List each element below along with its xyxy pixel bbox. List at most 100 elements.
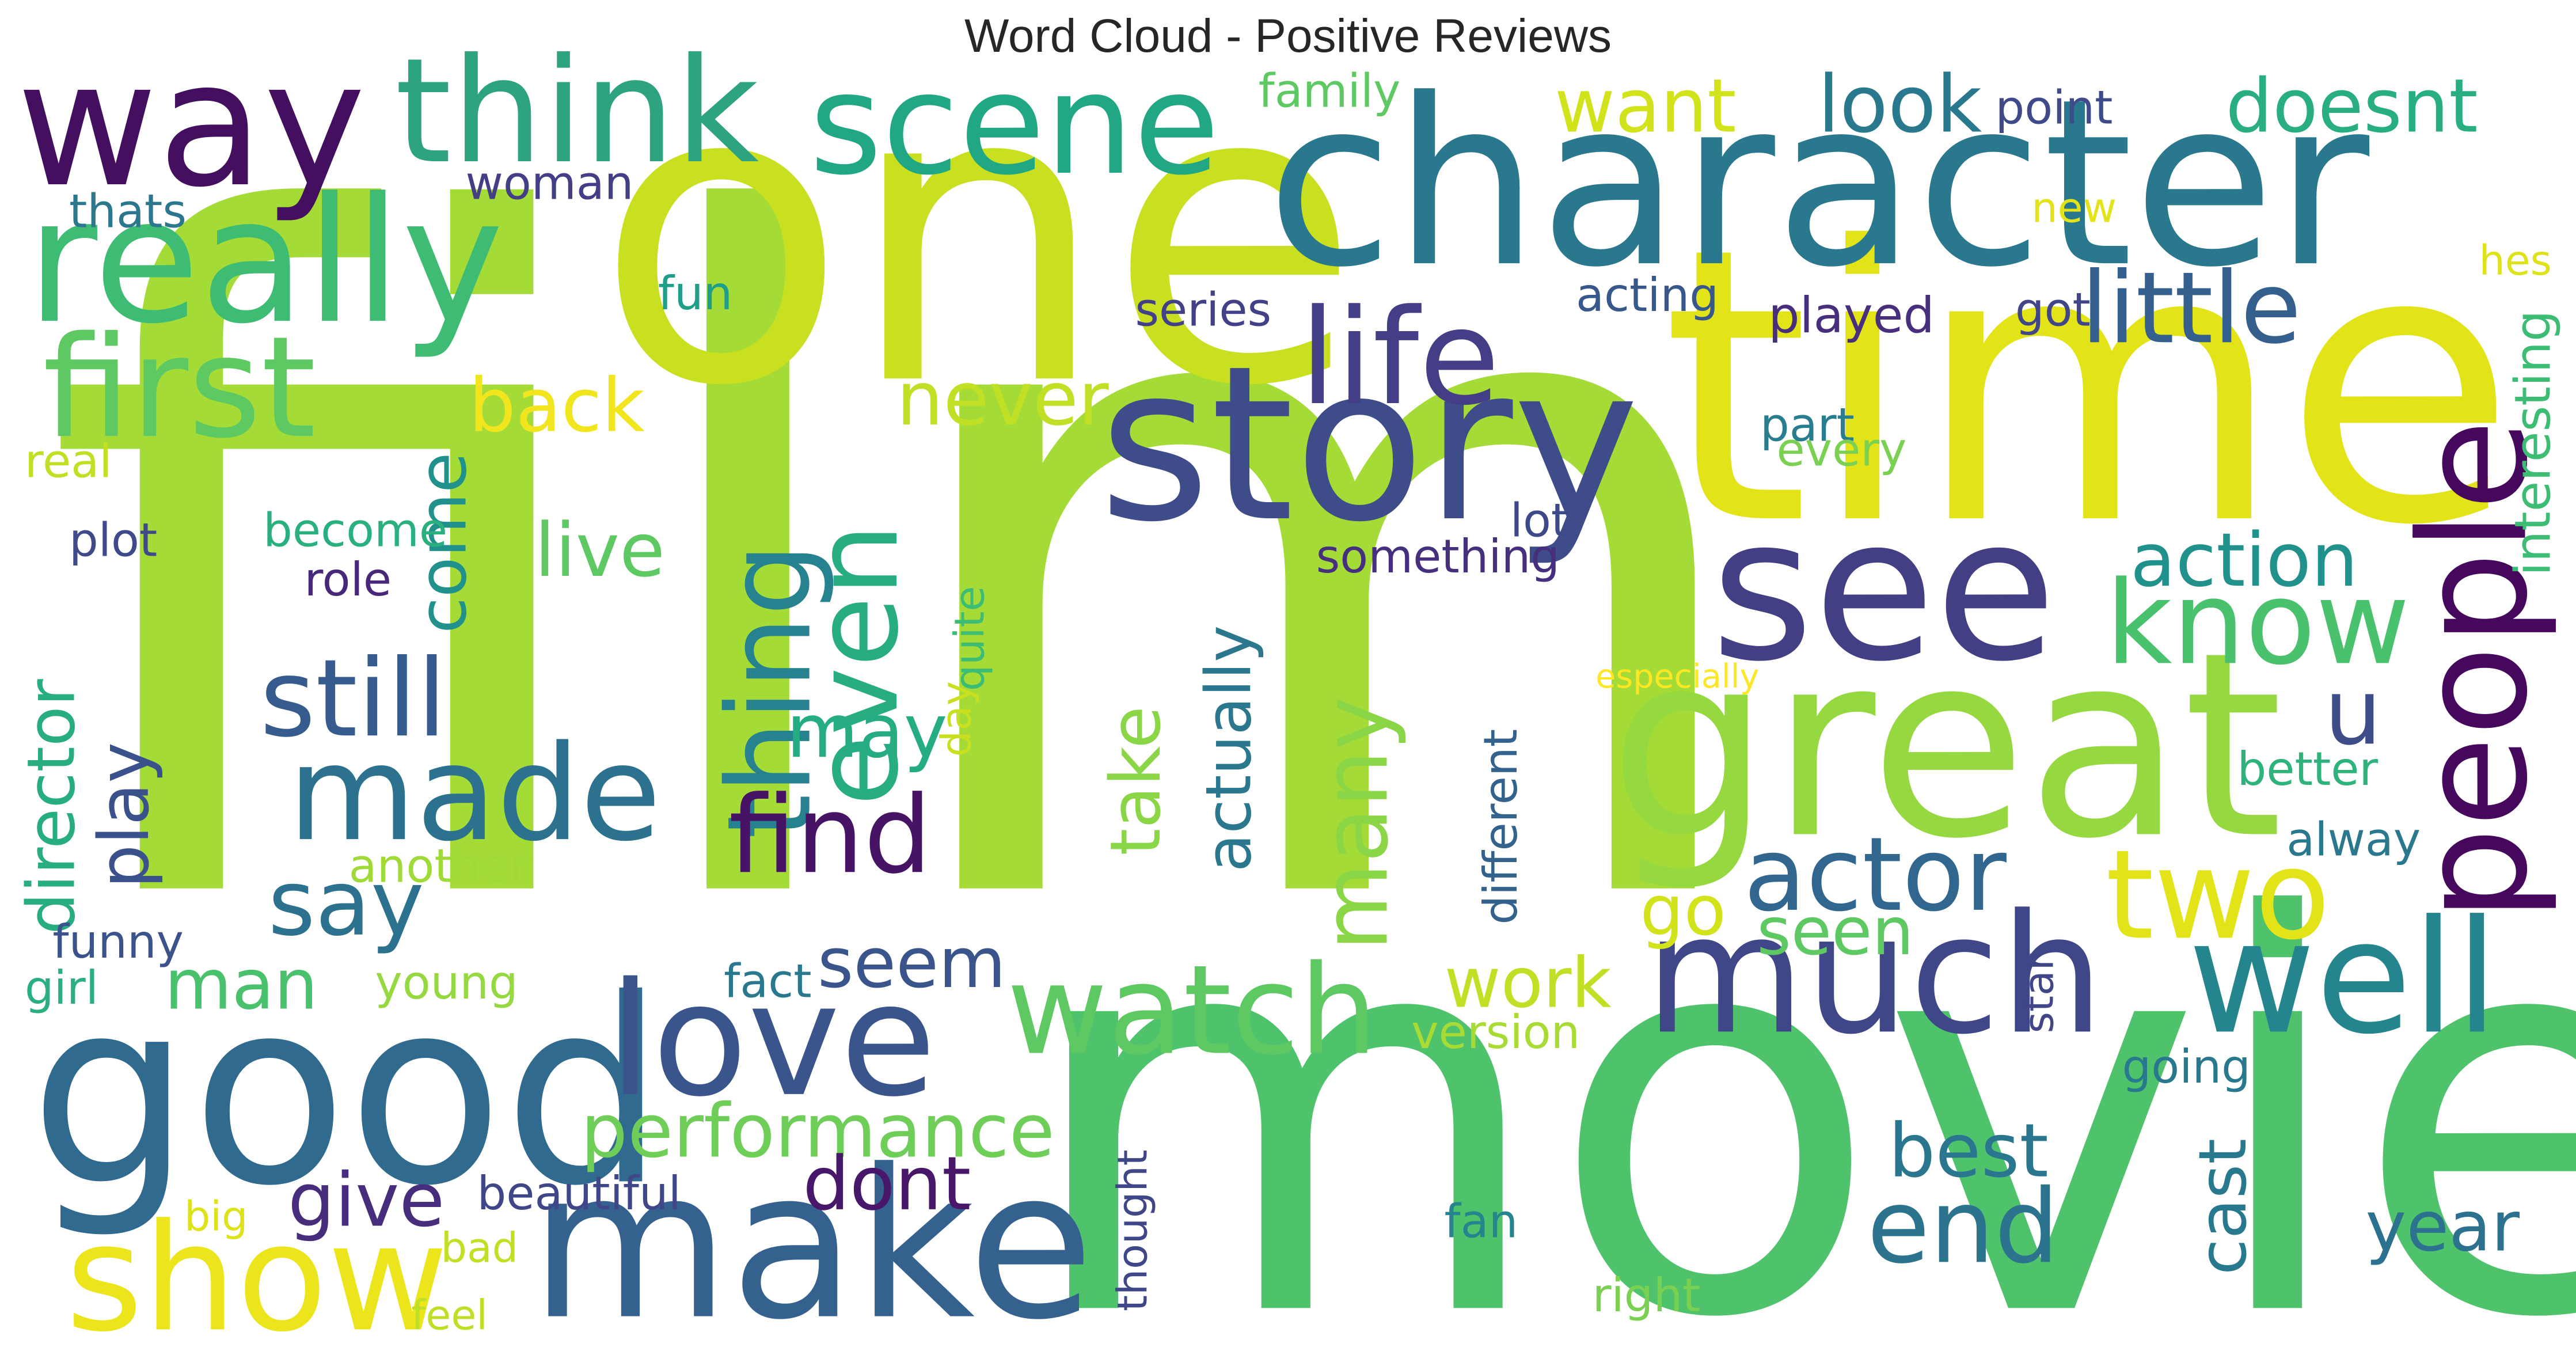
word-play: play <box>85 742 165 889</box>
word-little: little <box>2081 251 2301 366</box>
word-day: day <box>933 681 981 757</box>
word-way: way <box>17 24 366 225</box>
word-different: different <box>1474 729 1528 925</box>
word-find: find <box>729 773 932 897</box>
word-woman: woman <box>466 157 634 210</box>
word-series: series <box>1135 283 1271 337</box>
word-become: become <box>263 504 447 557</box>
word-role: role <box>305 553 392 606</box>
word-still: still <box>260 636 446 761</box>
word-work: work <box>1444 943 1612 1023</box>
word-young: young <box>375 956 518 1009</box>
word-plot: plot <box>69 514 157 567</box>
word-give: give <box>288 1157 444 1243</box>
word-say: say <box>268 851 424 957</box>
word-doesnt: doesnt <box>2226 64 2478 150</box>
word-going: going <box>2122 1040 2251 1094</box>
word-alway: alway <box>2286 813 2421 867</box>
word-year: year <box>2365 1187 2520 1267</box>
word-thought: thought <box>1108 1149 1156 1311</box>
word-well: well <box>2188 887 2499 1069</box>
word-may: may <box>787 689 948 775</box>
word-played: played <box>1768 287 1935 344</box>
word-show: show <box>66 1191 449 1355</box>
word-story: story <box>1099 320 1639 569</box>
word-two: two <box>2106 823 2330 967</box>
word-seem: seem <box>818 924 1006 1004</box>
chart-title: Word Cloud - Positive Reviews <box>964 10 1612 62</box>
word-even: even <box>790 523 924 806</box>
word-see: see <box>1711 475 2056 705</box>
word-good: good <box>29 945 665 1242</box>
word-actor: actor <box>1743 815 2007 934</box>
word-hes: hes <box>2479 237 2551 284</box>
word-thats: thats <box>69 184 187 238</box>
word-never: never <box>896 356 1109 442</box>
word-version: version <box>1411 1005 1580 1059</box>
word-live: live <box>535 508 666 594</box>
word-bad: bad <box>441 1224 518 1272</box>
word-u: u <box>2324 660 2382 765</box>
word-life: life <box>1300 281 1500 434</box>
word-something: something <box>1316 530 1560 583</box>
word-quite: quite <box>945 586 993 691</box>
word-love: love <box>609 950 936 1132</box>
word-really: really <box>26 161 504 362</box>
word-made: made <box>288 717 661 870</box>
word-great: great <box>1609 598 2283 894</box>
word-new: new <box>2031 184 2117 232</box>
word-especially: especially <box>1595 658 1759 696</box>
word-much: much <box>1645 879 2104 1071</box>
word-director: director <box>13 679 90 935</box>
word-performance: performance <box>581 1088 1055 1174</box>
word-fun: fun <box>658 267 733 320</box>
word-got: got <box>2015 283 2091 337</box>
word-family: family <box>1259 64 1401 118</box>
word-point: point <box>1996 81 2113 134</box>
word-look: look <box>1818 59 1982 151</box>
word-man: man <box>165 945 318 1025</box>
word-actually: actually <box>1192 625 1265 872</box>
word-watch: watch <box>1006 938 1377 1082</box>
word-every: every <box>1777 423 1907 477</box>
word-feel: feel <box>411 1291 488 1339</box>
word-lot: lot <box>1510 494 1570 547</box>
word-make: make <box>530 1126 1095 1355</box>
word-action: action <box>2130 518 2358 604</box>
word-movie: movie <box>1020 804 2576 1355</box>
word-another: another <box>349 839 529 893</box>
word-go: go <box>1640 871 1726 951</box>
word-part: part <box>1760 398 1855 452</box>
word-best: best <box>1889 1109 2049 1194</box>
word-funny: funny <box>52 915 184 969</box>
word-people: people <box>2387 419 2560 921</box>
word-real: real <box>25 435 112 488</box>
word-better: better <box>2237 742 2379 796</box>
word-fact: fact <box>724 954 812 1008</box>
word-film: film <box>40 34 1773 1106</box>
word-many: many <box>1303 696 1408 951</box>
word-interesting: interesting <box>2504 310 2562 576</box>
word-one: one <box>595 0 1361 476</box>
word-scene: scene <box>810 44 1220 206</box>
word-come: come <box>405 453 481 633</box>
word-character: character <box>1267 50 2372 318</box>
word-first: first <box>43 307 316 469</box>
word-thing: thing <box>703 543 837 839</box>
word-know: know <box>2106 556 2410 690</box>
word-time: time <box>1662 167 2517 608</box>
word-dont: dont <box>803 1141 971 1227</box>
word-fan: fan <box>1444 1194 1518 1248</box>
word-seen: seen <box>1757 893 1914 970</box>
word-end: end <box>1867 1167 2060 1286</box>
word-star: star <box>2015 953 2063 1033</box>
word-want: want <box>1555 64 1737 150</box>
word-think: think <box>395 28 759 196</box>
word-right: right <box>1593 1269 1701 1322</box>
word-beautiful: beautiful <box>477 1167 681 1220</box>
word-big: big <box>184 1193 248 1240</box>
word-back: back <box>469 363 645 449</box>
word-acting: acting <box>1576 268 1719 322</box>
word-cast: cast <box>2184 1138 2261 1275</box>
